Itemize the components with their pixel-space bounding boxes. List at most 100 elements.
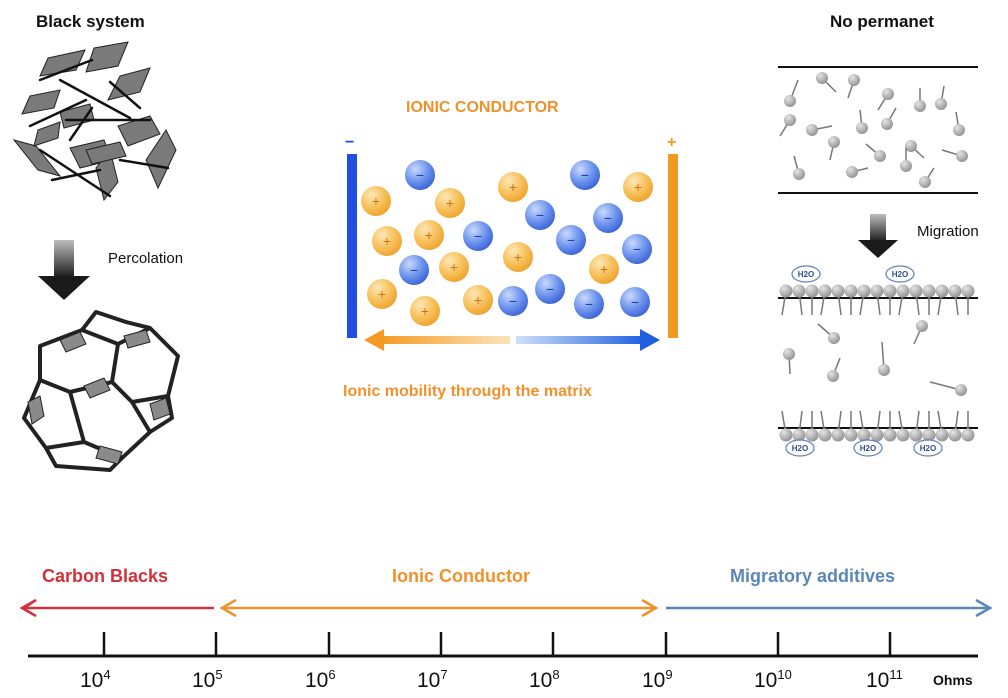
anion-ion: − xyxy=(574,289,604,319)
axis-tick-label: 108 xyxy=(529,667,560,692)
anion-ion: − xyxy=(405,160,435,190)
water-molecule-label: H2O xyxy=(920,444,936,453)
positive-electrode xyxy=(668,154,678,338)
surface-molecule xyxy=(805,428,819,442)
percolated-flake-edges xyxy=(27,329,171,465)
surface-molecule xyxy=(805,284,819,298)
water-molecule-tag: H2O xyxy=(853,439,883,457)
svg-text:−: − xyxy=(546,281,554,297)
svg-text:−: − xyxy=(585,296,593,312)
migratory-additives-label: Migratory additives xyxy=(730,566,896,586)
svg-text:−: − xyxy=(536,207,544,223)
surface-molecule xyxy=(948,284,962,298)
anion-ion: − xyxy=(620,287,650,317)
water-molecule-label: H2O xyxy=(792,444,808,453)
surface-molecule xyxy=(792,428,806,442)
svg-text:+: + xyxy=(383,233,391,249)
water-molecule-label: H2O xyxy=(798,270,814,279)
svg-text:+: + xyxy=(450,259,458,275)
cation-ion: + xyxy=(410,296,440,326)
migratory-molecules-dispersed xyxy=(779,72,968,188)
svg-text:−: − xyxy=(416,167,424,183)
negative-sign: − xyxy=(345,134,355,151)
surface-molecule xyxy=(870,428,884,442)
surface-molecule xyxy=(909,428,923,442)
water-molecule-tag: H2O xyxy=(913,439,943,457)
anion-ion: − xyxy=(498,286,528,316)
axis-tick-label: 1010 xyxy=(754,667,792,692)
anion-ion: − xyxy=(535,274,565,304)
cation-ion: + xyxy=(372,226,402,256)
axis-unit-label: Ohms xyxy=(933,672,973,688)
cation-ion: + xyxy=(623,172,653,202)
svg-text:−: − xyxy=(567,232,575,248)
axis-tick-label: 1011 xyxy=(866,667,903,692)
surface-molecule xyxy=(844,284,858,298)
cation-ion: + xyxy=(435,188,465,218)
svg-text:+: + xyxy=(474,292,482,308)
migration-label: Migration xyxy=(917,223,979,240)
anion-ion: − xyxy=(622,234,652,264)
surface-molecule xyxy=(779,284,793,298)
surface-molecules-bottom xyxy=(779,410,975,442)
axis-tick-label: 107 xyxy=(417,667,448,692)
svg-text:+: + xyxy=(634,179,642,195)
surface-molecule xyxy=(831,428,845,442)
negative-electrode xyxy=(347,154,357,338)
ion-mobility-arrows xyxy=(364,329,660,351)
surface-molecule xyxy=(961,428,975,442)
svg-text:+: + xyxy=(446,195,454,211)
svg-text:−: − xyxy=(581,167,589,183)
surface-molecule xyxy=(818,284,832,298)
surface-molecule xyxy=(818,428,832,442)
anion-ion: − xyxy=(399,255,429,285)
anion-ion: − xyxy=(593,203,623,233)
water-molecule-tag: H2O xyxy=(785,439,815,457)
axis-tick-label: 104 xyxy=(80,667,111,692)
cation-ion: + xyxy=(589,254,619,284)
surface-molecule xyxy=(922,284,936,298)
positive-sign: + xyxy=(667,134,677,151)
no-permanent-title: No permanet xyxy=(830,12,934,31)
surface-molecule xyxy=(792,284,806,298)
carbon-blacks-label: Carbon Blacks xyxy=(42,566,169,586)
surface-molecule xyxy=(922,428,936,442)
svg-text:−: − xyxy=(474,228,482,244)
cation-ion: + xyxy=(463,285,493,315)
cation-ion: + xyxy=(498,172,528,202)
water-molecule-label: H2O xyxy=(892,270,908,279)
black-system-title: Black system xyxy=(36,12,145,31)
surface-molecule xyxy=(896,428,910,442)
water-molecule-tag: H2O xyxy=(791,265,821,283)
surface-molecule xyxy=(896,284,910,298)
svg-text:+: + xyxy=(425,227,433,243)
anion-ion: − xyxy=(525,200,555,230)
ionic-conductor-range-label: Ionic Conductor xyxy=(392,566,530,586)
surface-molecule xyxy=(844,428,858,442)
surface-molecule xyxy=(961,284,975,298)
svg-text:−: − xyxy=(633,241,641,257)
axis-tick-label: 105 xyxy=(192,667,223,692)
cation-ion: + xyxy=(367,279,397,309)
anion-ion: − xyxy=(570,160,600,190)
anion-ion: − xyxy=(556,225,586,255)
surface-molecule xyxy=(948,428,962,442)
percolation-label: Percolation xyxy=(108,250,184,267)
svg-text:−: − xyxy=(410,262,418,278)
migration-arrow xyxy=(858,214,898,258)
water-molecule-label: H2O xyxy=(860,444,876,453)
surface-molecule xyxy=(857,428,871,442)
axis-tick-label: 109 xyxy=(642,667,673,692)
svg-text:+: + xyxy=(600,261,608,277)
svg-text:−: − xyxy=(631,294,639,310)
surface-molecule xyxy=(870,284,884,298)
surface-molecule xyxy=(883,428,897,442)
svg-text:+: + xyxy=(509,179,517,195)
dispersed-carbon-flakes xyxy=(12,41,177,202)
ionic-mobility-caption: Ionic mobility through the matrix xyxy=(343,383,592,400)
dispersed-carbon-rods xyxy=(28,58,170,198)
anion-ion: − xyxy=(463,221,493,251)
matrix-walls-top xyxy=(778,66,978,194)
